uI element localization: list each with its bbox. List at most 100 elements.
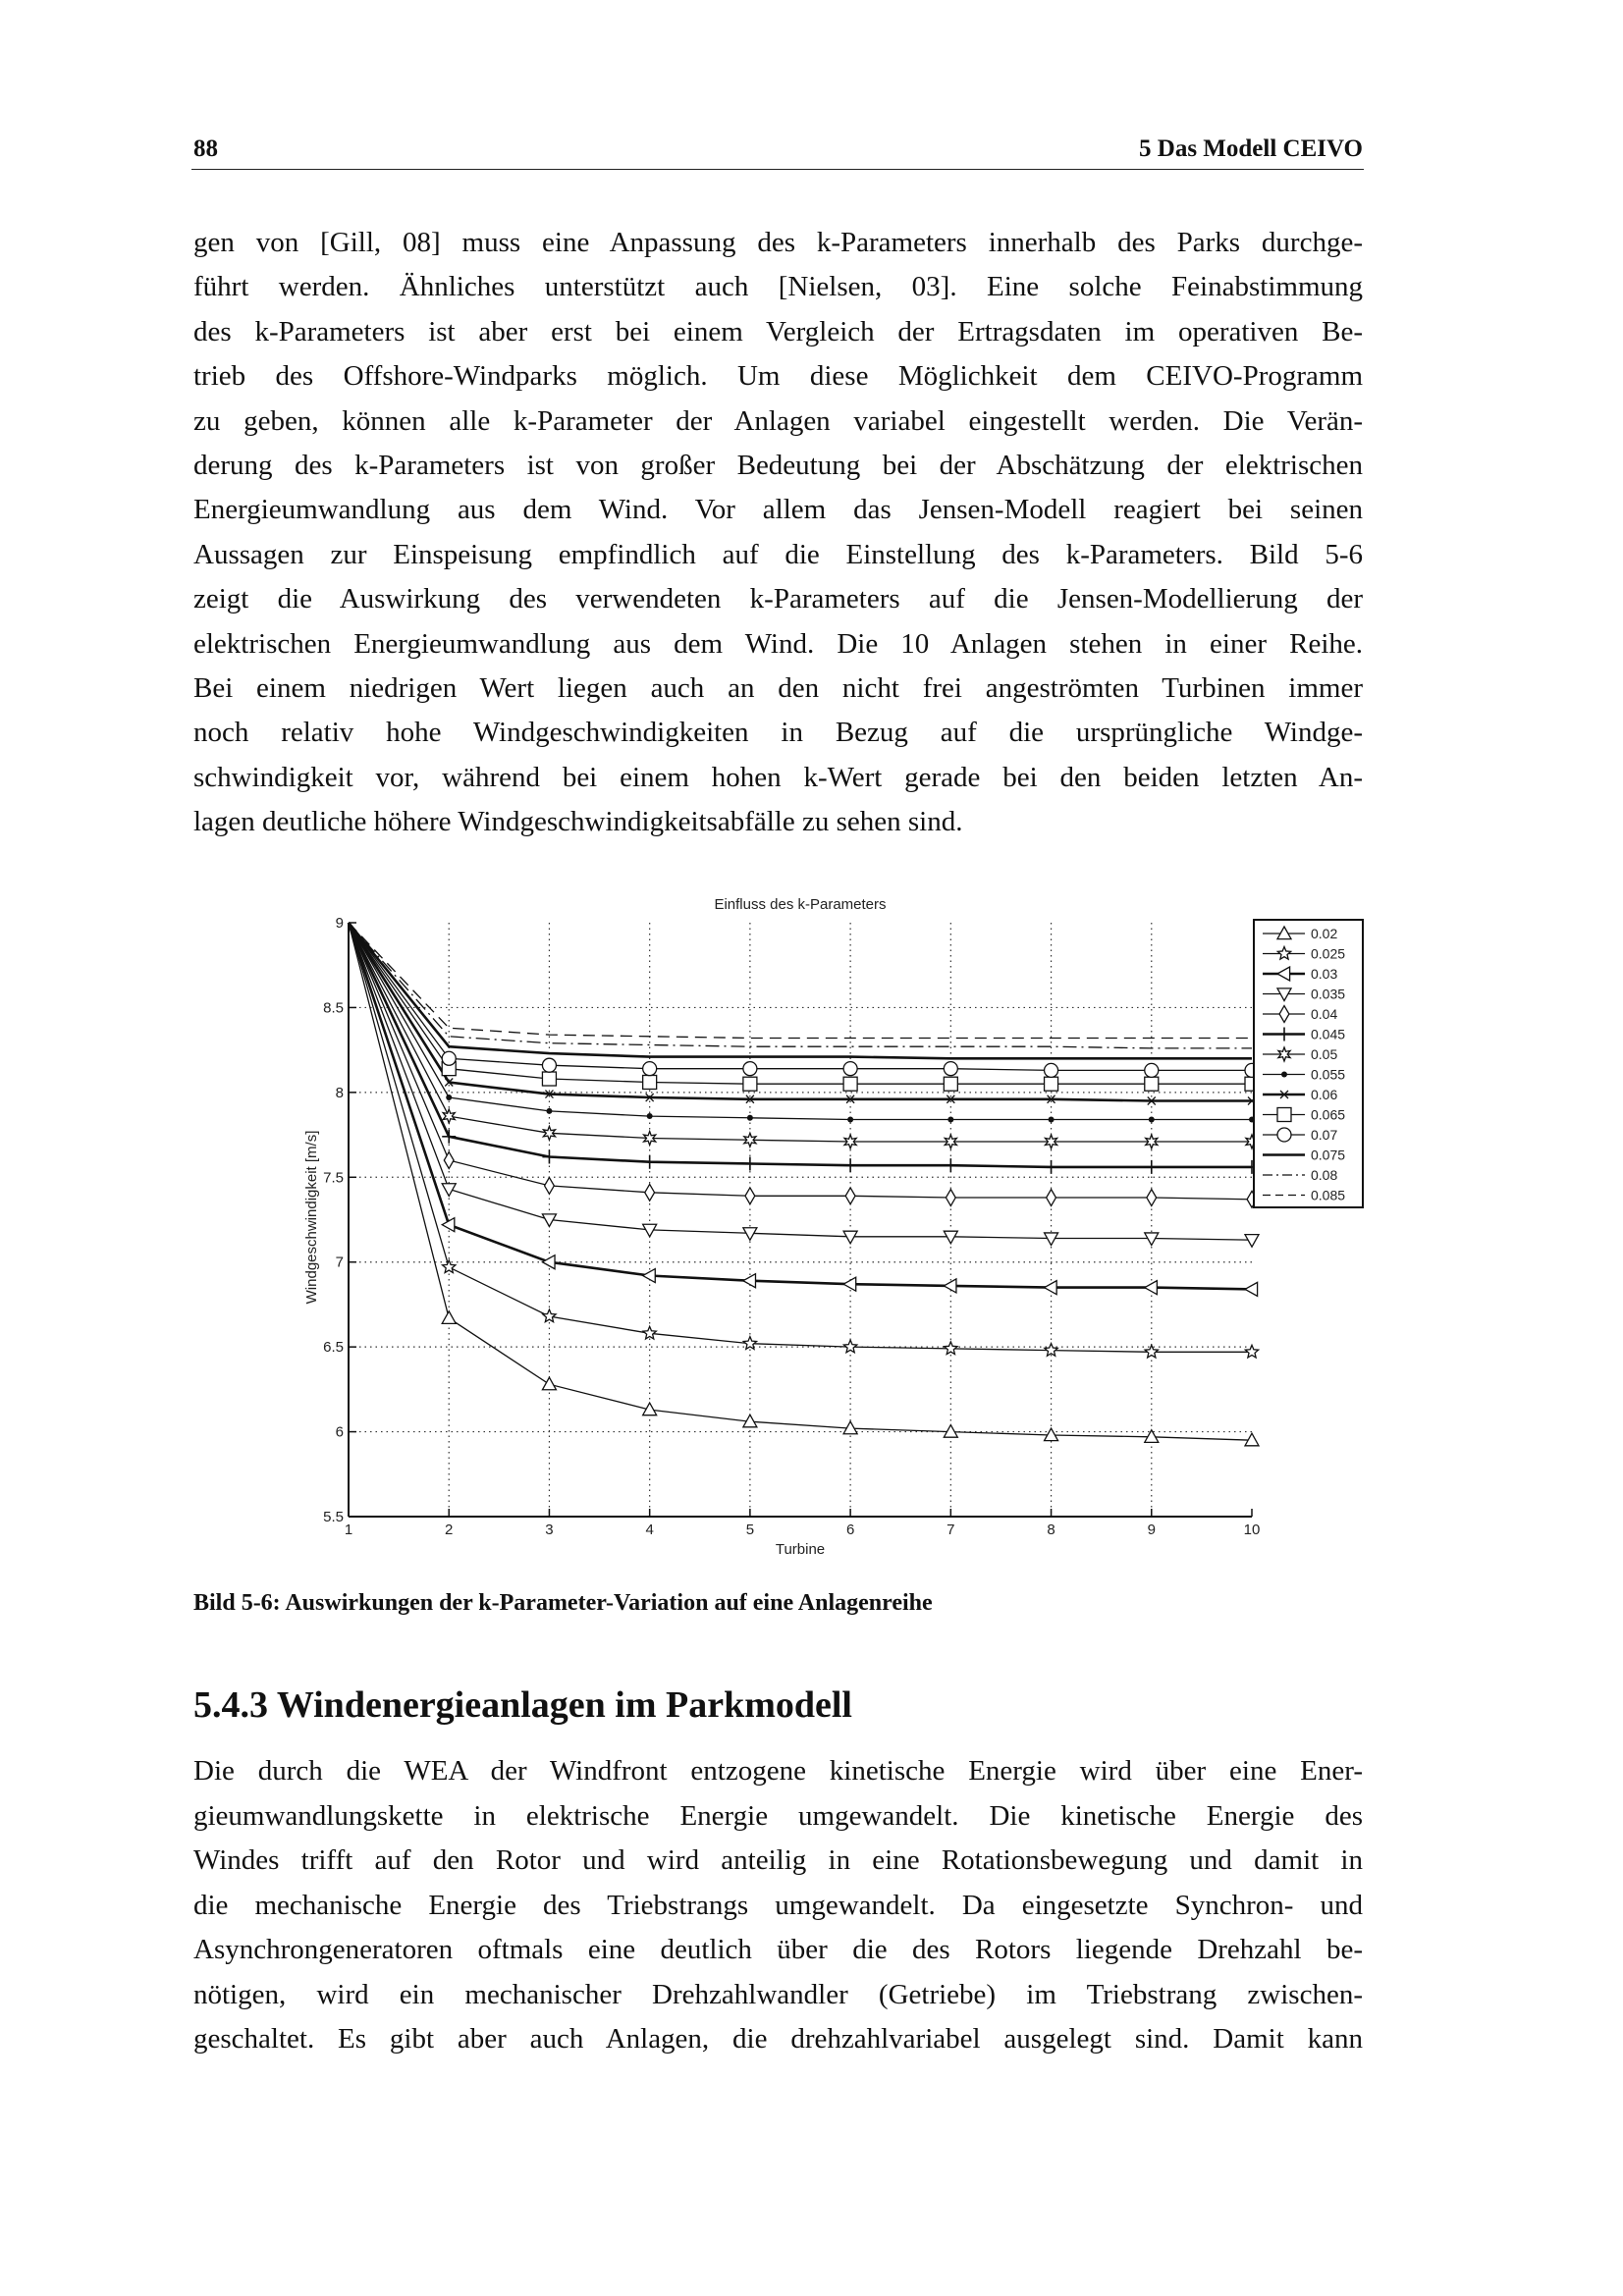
legend-label: 0.02 [1311,926,1337,941]
data-point-k-0.06 [845,1095,855,1104]
x-tick-label: 8 [1047,1522,1055,1538]
text-line: nötigen, wird ein mechanischer Drehzahlw… [193,1978,1363,2010]
x-tick-label: 6 [846,1522,854,1538]
data-point-k-0.07 [541,1057,558,1073]
data-point-k-0.06 [1147,1096,1157,1105]
series-line-k-0.045 [347,922,1252,1169]
data-point-k-0.05 [541,1124,558,1143]
legend-label: 0.085 [1311,1188,1345,1203]
data-point-k-0.025 [741,1334,759,1351]
y-tick-label: 5.5 [323,1509,344,1525]
series-line-k-0.05 [348,922,1252,1143]
legend-label: 0.04 [1311,1006,1337,1022]
data-point-k-0.02 [641,1401,658,1416]
text-line: geschaltet. Es gibt aber auch Anlagen, d… [193,2023,1363,2055]
data-point-k-0.025 [943,1340,959,1356]
series-line-k-0.03 [347,922,1253,1291]
data-point-k-0.03 [841,1276,857,1293]
data-point-k-0.05 [1043,1133,1059,1150]
running-header: 5 Das Modell CEIVO [1139,135,1363,162]
legend-marker-k-0.035 [1275,988,1293,1002]
data-point-k-0.035 [441,1183,458,1198]
data-point-k-0.06 [1047,1095,1056,1104]
data-point-k-0.065 [642,1074,658,1091]
data-point-k-0.025 [1143,1343,1161,1360]
text-line: Die durch die WEA der Windfront entzogen… [193,1755,1363,1787]
text-line: schwindigkeit vor, während bei einem hoh… [193,761,1363,793]
x-tick-label: 1 [345,1522,352,1538]
data-point-k-0.02 [1243,1431,1261,1447]
legend-marker-k-0.02 [1275,925,1293,940]
data-point-k-0.03 [641,1267,656,1284]
x-tick-label: 3 [545,1522,553,1538]
data-point-k-0.025 [641,1324,658,1341]
y-tick-label: 6 [336,1424,344,1441]
data-point-k-0.03 [1043,1279,1057,1296]
data-point-k-0.035 [541,1213,558,1228]
legend-marker-k-0.055 [1281,1071,1287,1078]
data-point-k-0.03 [1243,1281,1259,1298]
y-tick-label: 6.5 [323,1339,344,1356]
legend-label: 0.08 [1311,1167,1337,1183]
y-tick-label: 7 [336,1255,344,1271]
data-point-k-0.02 [541,1375,558,1391]
plot-area [349,923,1252,1517]
series-line-k-0.08 [348,922,1252,1049]
data-point-k-0.07 [1144,1062,1160,1079]
text-line: lagen deutliche höhere Windgeschwindigke… [193,806,963,838]
data-point-k-0.06 [745,1095,755,1104]
x-tick-label: 10 [1244,1522,1261,1538]
legend-marker-k-0.065 [1276,1106,1292,1123]
x-tick-label: 2 [445,1522,453,1538]
data-point-k-0.02 [1043,1426,1059,1442]
data-point-k-0.035 [1243,1233,1261,1249]
data-point-k-0.045 [742,1156,757,1171]
y-tick-label: 7.5 [323,1169,344,1186]
data-point-k-0.055 [546,1107,553,1114]
data-point-k-0.05 [842,1133,858,1150]
data-point-k-0.05 [943,1133,959,1150]
k-parameter-line-chart: 1 2 3 4 5 6 7 8 9 10 5.5 6 6.5 7 7.5 8 8.5 9 Einfluss des … [303,896,1364,1558]
legend-label: 0.055 [1311,1067,1345,1083]
section-heading: 5.4.3 Windenergieanlagen im Parkmodell [193,1684,852,1726]
y-tick-label: 9 [336,915,344,932]
data-point-k-0.05 [641,1129,658,1148]
data-point-k-0.065 [742,1076,758,1092]
text-line: noch relativ hohe Windgeschwindigkeiten … [193,717,1363,749]
series-line-k-0.085 [348,922,1252,1040]
data-point-k-0.055 [1048,1116,1055,1123]
data-point-k-0.07 [943,1061,958,1077]
data-point-k-0.045 [843,1158,858,1173]
y-tick-label: 8 [336,1085,344,1101]
data-point-k-0.04 [945,1188,956,1207]
series-line-k-0.04 [348,922,1253,1201]
legend-label: 0.07 [1311,1127,1337,1143]
legend-label: 0.035 [1311,987,1345,1002]
text-line: trieb des Offshore-Windparks möglich. Um… [193,360,1363,393]
data-point-k-0.065 [943,1076,958,1092]
text-line: führt werden. Ähnliches unterstützt auch… [193,271,1363,303]
data-point-k-0.07 [1043,1062,1059,1079]
data-point-k-0.035 [1143,1232,1160,1247]
data-point-k-0.045 [542,1149,557,1164]
text-line: Aussagen zur Einspeisung empfindlich auf… [193,538,1363,570]
data-point-k-0.025 [541,1308,558,1324]
data-point-k-0.055 [446,1095,453,1101]
data-point-k-0.04 [443,1150,455,1170]
legend-box [1253,919,1364,1208]
data-point-k-0.07 [441,1050,457,1066]
series-line-k-0.035 [348,922,1253,1241]
data-point-k-0.02 [741,1413,758,1428]
data-point-k-0.04 [644,1183,656,1202]
series-line-k-0.065 [348,922,1252,1085]
legend-label: 0.03 [1311,966,1337,982]
data-point-k-0.02 [842,1419,859,1435]
legend-label: 0.065 [1311,1107,1345,1123]
text-line: Asynchrongeneratoren oftmals eine deutli… [193,1934,1363,1965]
data-point-k-0.03 [942,1277,957,1295]
y-axis-label: Windgeschwindigkeit [m/s] [303,1131,320,1305]
legend-marker-k-0.06 [1279,1090,1289,1099]
series-line-k-0.06 [347,922,1252,1102]
data-point-k-0.04 [844,1186,856,1205]
text-line: gen von [Gill, 08] muss eine Anpassung d… [193,227,1363,258]
